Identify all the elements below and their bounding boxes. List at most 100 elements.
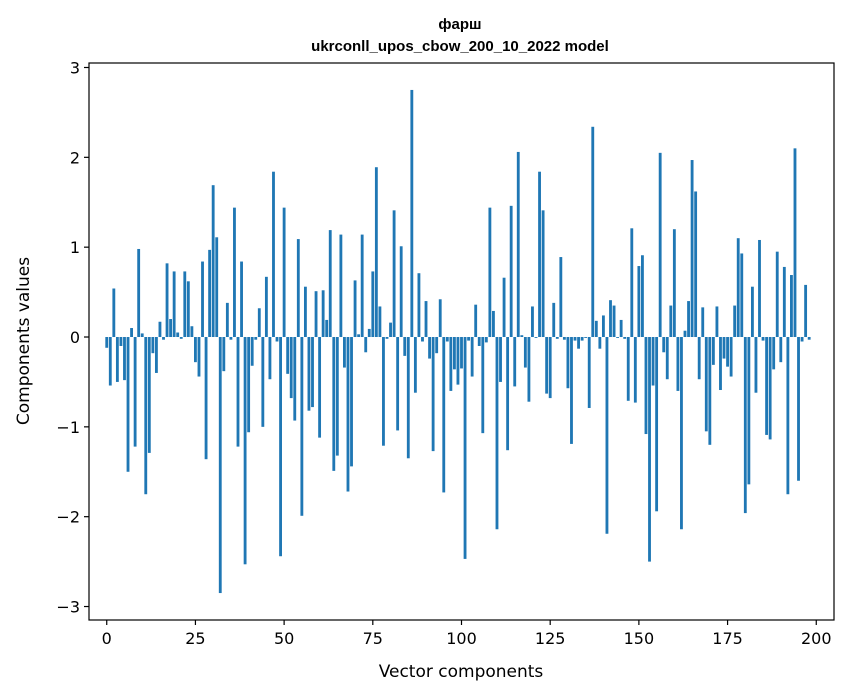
- bar: [112, 288, 116, 338]
- bar: [130, 328, 133, 337]
- bar: [474, 304, 478, 338]
- bar: [711, 337, 715, 365]
- bar: [169, 319, 173, 338]
- bar: [545, 337, 549, 394]
- bar: [559, 257, 563, 338]
- bar: [782, 266, 786, 337]
- bar: [651, 337, 655, 386]
- bar: [154, 337, 158, 373]
- bar: [293, 337, 297, 421]
- bar: [609, 300, 612, 337]
- x-axis-label: Vector components: [379, 662, 544, 682]
- bar: [382, 337, 385, 446]
- y-tick-label: 2: [70, 148, 80, 167]
- bar: [183, 271, 187, 338]
- x-tick-label: 75: [363, 629, 383, 648]
- bar: [481, 337, 485, 434]
- bar: [403, 337, 407, 356]
- bar: [623, 337, 627, 339]
- bar: [346, 337, 350, 492]
- bar: [513, 337, 517, 387]
- bar: [421, 337, 424, 342]
- bar: [708, 337, 712, 445]
- x-tick-label: 200: [801, 629, 832, 648]
- bar: [204, 337, 208, 460]
- bar: [694, 191, 698, 338]
- bar: [531, 306, 534, 338]
- bar: [605, 337, 609, 534]
- bar: [520, 335, 524, 338]
- bar: [240, 261, 243, 337]
- bar: [229, 337, 233, 340]
- bar: [190, 326, 194, 338]
- bar: [786, 337, 790, 495]
- x-tick-label: 175: [712, 629, 743, 648]
- bar: [616, 337, 620, 338]
- bar: [108, 337, 112, 386]
- bar: [573, 337, 577, 341]
- bar: [644, 337, 648, 435]
- bar: [456, 337, 460, 385]
- bar: [289, 337, 293, 399]
- bar: [332, 337, 336, 471]
- bar: [211, 185, 215, 338]
- bar: [325, 319, 329, 338]
- bar: [672, 229, 676, 338]
- bar: [570, 337, 573, 444]
- bar: [357, 334, 361, 338]
- bar: [233, 207, 236, 338]
- bar: [350, 337, 353, 467]
- chart-subtitle: ukrconll_upos_cbow_200_10_2022 model: [311, 38, 609, 55]
- bar: [236, 337, 240, 447]
- bar: [506, 337, 510, 451]
- bar: [630, 228, 634, 337]
- bar: [328, 230, 332, 338]
- bar: [172, 271, 176, 338]
- x-axis-ticks: 0 25 50 75 100 125 150 175 200: [102, 620, 832, 648]
- bar: [279, 337, 282, 557]
- bar: [115, 337, 119, 382]
- bar: [577, 337, 580, 349]
- bar: [371, 271, 375, 338]
- bar: [179, 337, 183, 339]
- bar: [619, 319, 623, 338]
- bar: [389, 322, 392, 337]
- bar: [442, 337, 446, 493]
- bar: [261, 337, 265, 427]
- bar: [162, 337, 165, 340]
- bar: [534, 337, 538, 338]
- bar: [502, 277, 506, 337]
- bar: [275, 337, 279, 342]
- bar: [626, 337, 630, 401]
- bar: [499, 337, 502, 382]
- bar: [743, 337, 747, 514]
- bar: [424, 301, 428, 338]
- bar: [477, 337, 481, 346]
- bar: [750, 286, 754, 338]
- bar: [598, 337, 602, 349]
- bar: [311, 337, 314, 408]
- bar: [637, 266, 641, 338]
- bar: [222, 337, 226, 372]
- bar: [257, 308, 261, 338]
- bar: [580, 337, 584, 341]
- bar: [555, 337, 559, 339]
- bar: [562, 337, 566, 340]
- bar: [410, 89, 414, 338]
- bar: [648, 337, 651, 562]
- bar: [186, 281, 190, 338]
- bar: [740, 253, 744, 338]
- bar: [296, 239, 300, 337]
- bar: [303, 286, 307, 338]
- bar: [137, 248, 141, 338]
- bar: [144, 337, 148, 495]
- bar: [133, 337, 137, 447]
- bar: [225, 302, 229, 338]
- bar: [492, 310, 495, 337]
- y-tick-label: 1: [70, 238, 80, 257]
- bar: [736, 238, 740, 338]
- bar: [417, 273, 421, 338]
- y-tick-label: −1: [56, 418, 80, 437]
- bar: [385, 337, 389, 339]
- bar: [658, 152, 662, 338]
